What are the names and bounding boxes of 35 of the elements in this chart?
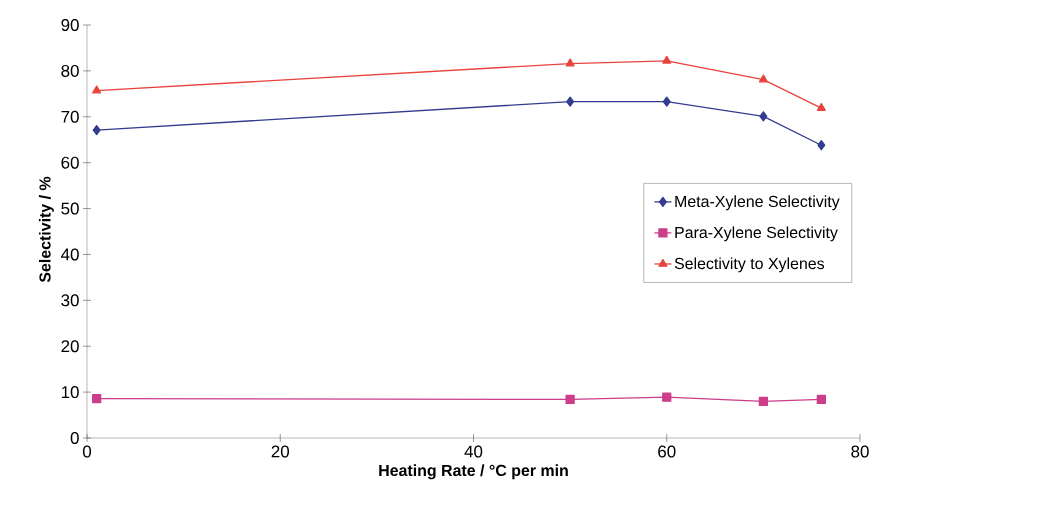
point [817,140,826,151]
y-tick-label: 50 [61,202,79,215]
x-tick-label: 20 [271,445,290,458]
x-axis-title: Heating Rate / °C per min [379,464,568,480]
point [92,124,101,136]
point [662,392,672,402]
x-tick-label: 80 [851,445,869,458]
point [759,111,768,122]
y-axis-title: Selectivity / % [38,176,54,283]
point [565,58,575,67]
legend-label: Meta-Xylene Selectivity [675,195,840,211]
y-tick-label: 30 [61,294,79,307]
point [758,74,768,83]
y-tick-label: 20 [61,340,79,353]
y-tick-label: 40 [61,248,79,261]
x-tick-label: 40 [464,445,483,458]
y-tick-label: 0 [70,432,79,444]
y-tick-label: 90 [61,19,79,31]
point [816,102,826,111]
y-tick-label: 10 [61,386,79,399]
point [662,96,671,107]
x-tick-label: 0 [82,445,92,458]
y-tick-label: 70 [61,110,79,123]
point [565,394,575,405]
point [662,55,672,64]
legend-label: Para-Xylene Selectivity [675,226,838,242]
point [92,393,102,404]
legend-label: Selectivity to Xylenes [674,257,825,273]
point [758,396,769,406]
x-tick-label: 60 [658,445,676,458]
y-tick-label: 60 [61,156,79,169]
y-tick-label: 80 [61,64,79,77]
point [566,96,575,107]
point [92,85,102,94]
point [816,394,826,405]
